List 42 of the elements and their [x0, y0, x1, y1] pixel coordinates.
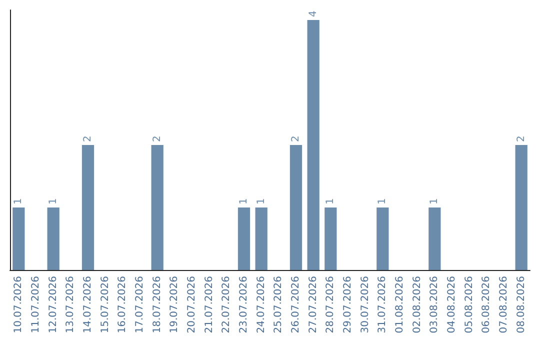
- x-tick-label: 18.07.2026: [152, 276, 163, 334]
- x-tick-label: 31.07.2026: [377, 276, 388, 334]
- x-tick-label: 28.07.2026: [325, 276, 336, 334]
- data-label: 2: [82, 136, 94, 142]
- data-label: 1: [325, 198, 336, 204]
- x-tick-label: 14.07.2026: [82, 276, 94, 334]
- data-label: 2: [290, 136, 302, 142]
- data-label: 1: [429, 198, 440, 204]
- x-tick-label: 29.07.2026: [342, 276, 354, 334]
- x-tick-label: 26.07.2026: [290, 276, 302, 334]
- x-tick-label: 06.08.2026: [481, 276, 492, 334]
- x-tick-label: 13.07.2026: [65, 276, 76, 334]
- x-tick-label: 03.08.2026: [429, 276, 440, 334]
- x-tick-label: 16.07.2026: [117, 276, 128, 334]
- x-tick-label: 25.07.2026: [273, 276, 284, 334]
- x-tick-label: 19.07.2026: [169, 276, 180, 334]
- x-tick-label: 27.07.2026: [308, 276, 319, 334]
- data-label: 2: [516, 136, 527, 142]
- x-tick-label: 12.07.2026: [48, 276, 59, 334]
- data-label: 1: [377, 198, 388, 204]
- x-tick-label: 10.07.2026: [13, 276, 24, 334]
- data-label: 4: [308, 10, 319, 17]
- x-tick-label: 02.08.2026: [412, 276, 423, 334]
- data-label: 1: [48, 198, 59, 204]
- x-tick-label: 20.07.2026: [186, 276, 198, 334]
- x-tick-label: 08.08.2026: [516, 276, 527, 334]
- data-label: 1: [256, 198, 267, 204]
- data-label: 2: [152, 136, 163, 142]
- x-tick-label: 30.07.2026: [360, 276, 371, 334]
- x-tick-label: 11.07.2026: [30, 276, 42, 334]
- x-tick-label: 01.08.2026: [394, 276, 406, 334]
- x-tick-label: 22.07.2026: [221, 276, 232, 334]
- x-tick-label: 23.07.2026: [238, 276, 250, 334]
- data-label: 1: [13, 198, 24, 204]
- x-tick-label: 15.07.2026: [100, 276, 111, 334]
- x-tick-label: 04.08.2026: [446, 276, 458, 334]
- x-tick-label: 07.08.2026: [498, 276, 510, 334]
- x-tick-label: 21.07.2026: [204, 276, 215, 334]
- x-tick-label: 05.08.2026: [464, 276, 475, 334]
- data-label: 1: [238, 198, 250, 204]
- x-tick-label: 24.07.2026: [256, 276, 267, 334]
- x-tick-label: 17.07.2026: [134, 276, 146, 334]
